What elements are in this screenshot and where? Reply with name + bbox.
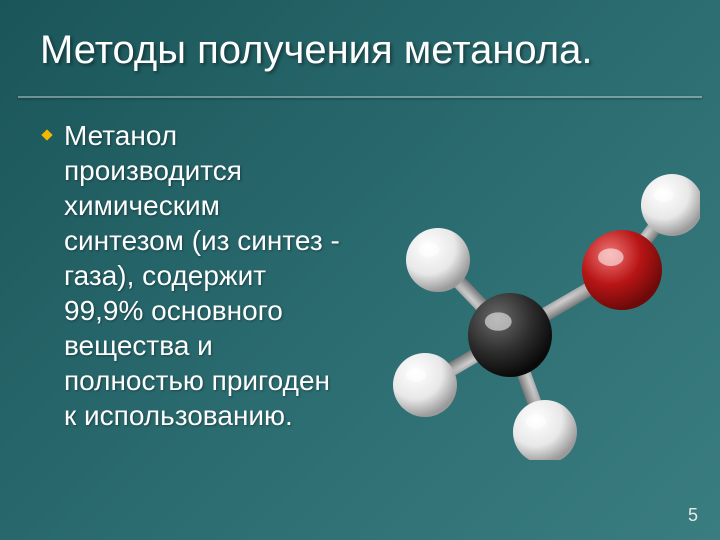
atom-highlight xyxy=(526,415,546,429)
atom-hydrogen xyxy=(393,353,457,417)
atom-hydrogen xyxy=(406,228,470,292)
bullet-text: Метанол производится химическим синтезом… xyxy=(64,118,340,433)
slide-title: Методы получения метанола. xyxy=(40,28,680,73)
atom-highlight xyxy=(485,312,512,330)
atom-highlight xyxy=(598,248,624,266)
diamond-bullet-icon xyxy=(40,128,54,142)
title-divider xyxy=(18,96,702,98)
atom-highlight xyxy=(653,188,673,202)
slide: Методы получения метанола. Метанол произ… xyxy=(0,0,720,540)
atom-oxygen xyxy=(582,230,662,310)
slide-number: 5 xyxy=(688,505,698,526)
atom-highlight xyxy=(419,243,439,257)
body-text-block: Метанол производится химическим синтезом… xyxy=(40,118,340,433)
atom-highlight xyxy=(406,368,426,382)
molecule-diagram xyxy=(370,170,700,460)
bullet-item: Метанол производится химическим синтезом… xyxy=(40,118,340,433)
atom-carbon xyxy=(468,293,552,377)
atom-hydrogen xyxy=(513,400,577,460)
